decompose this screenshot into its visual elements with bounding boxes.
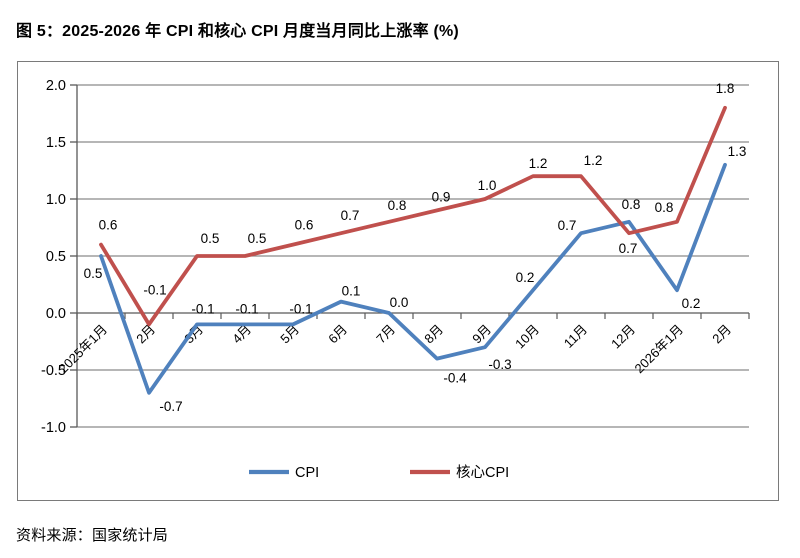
data-label: 0.5 (248, 231, 267, 246)
x-tick-label: 11月 (561, 322, 590, 351)
core-cpi-line (99, 105, 727, 327)
data-label: 0.7 (558, 218, 577, 233)
data-label: -0.1 (289, 301, 312, 316)
data-label: 0.2 (682, 296, 701, 311)
data-label: 0.0 (390, 295, 409, 310)
x-tick-label: 2026年1月 (632, 322, 687, 377)
y-tick-label: 2.0 (46, 78, 66, 94)
data-label: 1.3 (728, 144, 747, 159)
y-tick-label: 0.0 (46, 306, 66, 322)
data-label: 0.8 (388, 198, 407, 213)
data-label: -0.1 (191, 301, 214, 316)
y-tick-label: 1.0 (46, 192, 66, 208)
data-label: 1.8 (716, 81, 735, 96)
data-label: -0.1 (143, 282, 166, 297)
y-tick-label: 1.5 (46, 135, 66, 151)
data-label: 0.8 (622, 197, 641, 212)
x-tick-label: 12月 (608, 322, 638, 352)
x-tick-label: 10月 (512, 322, 542, 352)
data-label: 1.0 (478, 178, 497, 193)
data-label: -0.7 (159, 399, 182, 414)
data-label: 0.5 (201, 231, 220, 246)
source-note: 资料来源：国家统计局 (16, 527, 169, 544)
x-tick-label: 6月 (325, 322, 350, 347)
data-label: 1.2 (529, 156, 548, 171)
data-label: 0.1 (342, 284, 361, 299)
legend: CPI 核心CPI (249, 464, 509, 481)
x-tick-label: 8月 (421, 322, 446, 347)
y-tick-label: 0.5 (46, 249, 66, 265)
y-tick-label: -1.0 (41, 420, 66, 436)
data-label: 0.9 (432, 189, 451, 204)
chart-container: 2.0 1.5 1.0 0.5 0.0 -0.5 -1.0 2025年1月 2月 3月 4月 5月 6月… (17, 61, 779, 501)
x-tick-label: 2025年1月 (56, 322, 111, 377)
data-label: 1.2 (584, 153, 603, 168)
legend-label-cpi: CPI (295, 465, 319, 481)
data-label: 0.7 (341, 208, 360, 223)
data-label: 0.8 (655, 200, 674, 215)
legend-label-core-cpi: 核心CPI (456, 464, 509, 481)
data-label: -0.3 (488, 357, 511, 372)
data-label: 0.6 (295, 218, 314, 233)
x-tick-label: 7月 (373, 322, 398, 347)
x-tick-label: 2月 (709, 322, 734, 347)
data-label: 0.2 (516, 270, 535, 285)
data-label: 0.7 (619, 241, 638, 256)
data-label: 0.6 (99, 218, 118, 233)
y-tick-label: -0.5 (41, 363, 66, 379)
data-label: 0.5 (84, 266, 103, 281)
data-label: -0.1 (235, 301, 258, 316)
chart-title: 图 5：2025-2026 年 CPI 和核心 CPI 月度当月同比上涨率 (%… (16, 23, 459, 40)
x-tick-label: 2月 (133, 322, 158, 347)
data-label: -0.4 (443, 371, 467, 386)
